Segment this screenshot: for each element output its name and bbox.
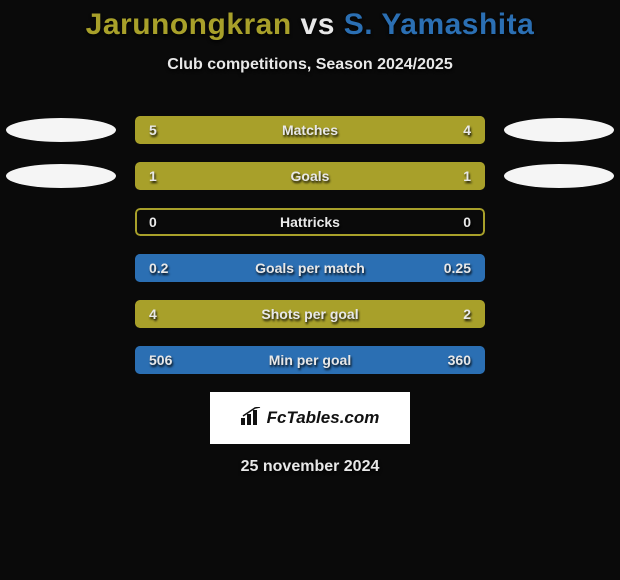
stat-row: 42Shots per goal (0, 300, 620, 328)
stats-rows: 54Matches 11Goals 00Hattricks 0.20.25Goals … (0, 116, 620, 374)
team-badge-right (504, 118, 614, 142)
stat-bar: 0.20.25Goals per match (135, 254, 485, 282)
stat-row: 00Hattricks (0, 208, 620, 236)
site-badge: FcTables.com (210, 392, 410, 444)
team-badge-right (504, 164, 614, 188)
chart-icon (241, 407, 261, 430)
comparison-infographic: Jarunongkran vs S. Yamashita Club compet… (0, 0, 620, 580)
team-badge-left (6, 164, 116, 188)
stat-label: Matches (135, 116, 485, 144)
stat-label: Min per goal (135, 346, 485, 374)
title-player1: Jarunongkran (86, 8, 292, 41)
footer-date: 25 november 2024 (0, 458, 620, 476)
stat-row: 506360Min per goal (0, 346, 620, 374)
stat-bar: 506360Min per goal (135, 346, 485, 374)
stat-label: Shots per goal (135, 300, 485, 328)
stat-row: 54Matches (0, 116, 620, 144)
stat-label: Goals per match (135, 254, 485, 282)
team-badge-left (6, 118, 116, 142)
title-vs: vs (301, 8, 335, 41)
site-badge-text: FcTables.com (267, 408, 380, 428)
title: Jarunongkran vs S. Yamashita (0, 8, 620, 42)
stat-bar: 00Hattricks (135, 208, 485, 236)
stat-bar: 11Goals (135, 162, 485, 190)
stat-label: Goals (135, 162, 485, 190)
stat-row: 11Goals (0, 162, 620, 190)
title-player2: S. Yamashita (344, 8, 535, 41)
stat-bar: 54Matches (135, 116, 485, 144)
subtitle: Club competitions, Season 2024/2025 (0, 56, 620, 74)
stat-bar: 42Shots per goal (135, 300, 485, 328)
stat-row: 0.20.25Goals per match (0, 254, 620, 282)
stat-label: Hattricks (135, 208, 485, 236)
